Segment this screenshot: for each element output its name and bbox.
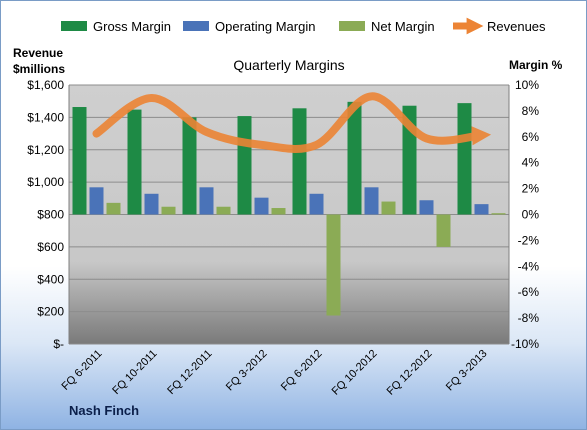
revenues-line [92, 92, 492, 154]
legend-swatch [183, 21, 209, 31]
gross-margin-bar [72, 107, 87, 215]
legend-label: Operating Margin [215, 19, 315, 34]
chart-title: Quarterly Margins [233, 57, 344, 73]
right-tick-label: -4% [518, 259, 540, 273]
right-tick-label: -8% [518, 311, 540, 325]
left-tick-label: $200 [37, 305, 64, 319]
net-margin-bar [381, 201, 396, 215]
gross-margin-bar [237, 116, 252, 215]
category-label: FQ 12-2012 [385, 348, 435, 398]
net-margin-bar [436, 214, 451, 247]
gross-margin-bar [457, 103, 472, 215]
operating-margin-bar [89, 187, 104, 215]
category-label: FQ 12-2011 [165, 348, 214, 397]
operating-margin-bar [309, 193, 324, 215]
net-margin-bar [106, 202, 121, 215]
gross-margin-bar [292, 108, 307, 215]
left-tick-label: $600 [37, 240, 64, 254]
operating-margin-bar [199, 187, 214, 215]
gross-margin-bar [127, 109, 142, 215]
right-tick-label: -10% [511, 337, 539, 351]
operating-margin-bar [144, 193, 159, 215]
right-tick-label: 6% [522, 130, 540, 144]
legend-swatch [61, 21, 87, 31]
left-tick-label: $800 [37, 208, 64, 222]
left-tick-label: $400 [37, 272, 64, 286]
operating-margin-bar [364, 187, 379, 215]
legend-label: Gross Margin [93, 19, 171, 34]
left-axis-title-line2: $millions [13, 62, 65, 76]
net-margin-bar [491, 213, 506, 215]
legend-swatch [339, 21, 365, 31]
category-label: FQ 10-2012 [330, 348, 380, 398]
company-label: Nash Finch [69, 403, 140, 418]
gross-margin-bar [182, 117, 197, 215]
operating-margin-bar [474, 204, 489, 215]
gross-margin-bar [347, 101, 362, 215]
category-label: FQ 10-2011 [110, 348, 159, 397]
net-margin-bar [161, 206, 176, 215]
left-tick-label: $1,400 [27, 110, 64, 124]
right-tick-label: -2% [518, 233, 540, 247]
right-tick-label: 4% [522, 156, 540, 170]
net-margin-bar [326, 214, 341, 316]
legend-label: Net Margin [371, 19, 435, 34]
category-label: FQ 3-2012 [224, 348, 270, 394]
category-label: FQ 6-2011 [60, 348, 105, 393]
right-axis-title: Margin % [509, 58, 563, 72]
category-label: FQ 3-2013 [444, 348, 490, 394]
right-tick-label: -6% [518, 285, 540, 299]
right-tick-label: 8% [522, 104, 540, 118]
legend-label: Revenues [487, 19, 546, 34]
category-label: FQ 6-2012 [279, 348, 325, 394]
net-margin-bar [271, 208, 286, 215]
right-tick-label: 10% [515, 78, 539, 92]
operating-margin-bar [419, 200, 434, 215]
right-tick-label: 0% [522, 208, 540, 222]
right-tick-label: 2% [522, 182, 540, 196]
left-tick-label: $- [53, 337, 64, 351]
left-tick-label: $1,000 [27, 175, 64, 189]
operating-margin-bar [254, 197, 269, 215]
left-tick-label: $1,200 [27, 143, 64, 157]
left-tick-label: $1,600 [27, 78, 64, 92]
net-margin-bar [216, 206, 231, 215]
left-axis-title-line1: Revenue [13, 46, 63, 60]
